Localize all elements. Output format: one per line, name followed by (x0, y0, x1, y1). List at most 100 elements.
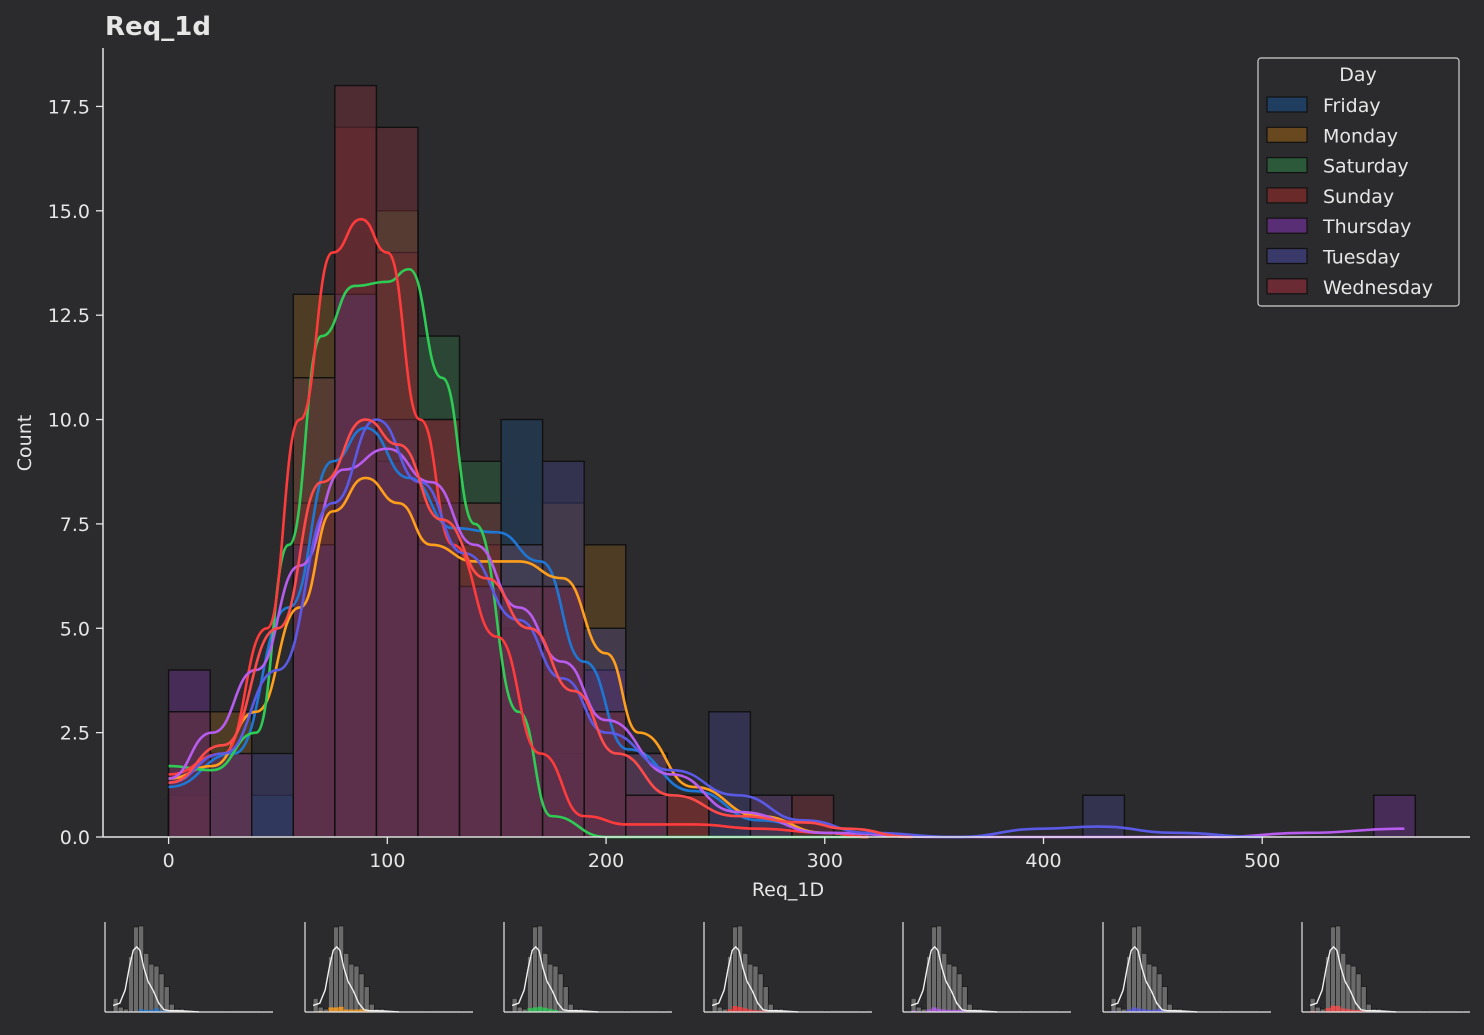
thumb-highlight-bar (138, 1009, 144, 1012)
thumb-highlight-bar (148, 1009, 154, 1012)
thumbnail-sunday (702, 922, 872, 1013)
legend-swatch-saturday (1266, 157, 1308, 174)
thumb-bar (1350, 965, 1357, 1013)
thumb-bar (1135, 925, 1142, 1013)
thumb-highlight-bar (358, 1009, 364, 1012)
thumb-highlight-bar (726, 1009, 732, 1012)
thumb-bar (516, 1006, 523, 1013)
thumb-highlight-bar (552, 1009, 559, 1012)
thumb-kde-line (112, 945, 200, 1013)
histogram-chart: Req_1d 0 100 200 300 400 500 0.0 2.5 5.0 7.5 10.0 1… (14, 12, 1470, 901)
thumb-highlight-bar (1141, 1009, 1147, 1012)
thumb-highlight-bar (1345, 1009, 1351, 1012)
thumb-highlight-bar (1136, 1008, 1142, 1012)
thumb-highlight-bar (962, 1010, 968, 1012)
thumbnail-thursday (902, 922, 1071, 1013)
thumb-bar (532, 926, 538, 1013)
thumb-highlight-bar (752, 1010, 758, 1012)
legend-label: Saturday (1323, 156, 1409, 178)
legend-swatch-thursday (1266, 217, 1308, 234)
thumb-bar (117, 1006, 124, 1013)
thumb-bar (1151, 965, 1157, 1013)
thumb-kde-line (1110, 945, 1197, 1013)
thumb-bar (736, 925, 743, 1013)
bar-tuesday (1082, 794, 1126, 838)
thumb-bar (138, 925, 145, 1013)
thumb-highlight-bar (1146, 1009, 1152, 1012)
thumb-kde-line (1309, 945, 1397, 1013)
thumb-bar (1115, 1006, 1122, 1013)
legend-title: Day (1339, 64, 1377, 86)
thumb-bar (562, 986, 569, 1013)
chart-title: Req_1d (105, 12, 211, 42)
thumb-highlight-bar (159, 1010, 165, 1012)
thumb-highlight-bar (1330, 1005, 1336, 1012)
thumb-bar (327, 955, 334, 1013)
thumb-bar (337, 925, 344, 1013)
thumbnail-tuesday (1101, 922, 1271, 1013)
thumb-bar (731, 926, 738, 1013)
kde-line-sunday (168, 217, 869, 839)
legend-label: Monday (1323, 125, 1398, 147)
thumb-highlight-bar (1156, 1008, 1162, 1012)
thumb-bar (363, 986, 370, 1013)
thumb-highlight-bar (936, 1008, 942, 1012)
thumb-highlight-bar (143, 1009, 149, 1012)
thumb-highlight-bar (332, 1007, 339, 1012)
thumb-highlight-bar (527, 1008, 533, 1012)
legend-swatch-wednesday (1266, 278, 1308, 295)
thumb-bar (353, 965, 359, 1013)
thumb-highlight-bar (957, 1009, 963, 1012)
x-tick-label: 500 (1244, 850, 1280, 872)
thumb-bar (1314, 1006, 1321, 1013)
thumb-highlight-bar (757, 1010, 763, 1012)
x-tick-label: 400 (1025, 850, 1061, 872)
bar-wednesday (666, 794, 710, 838)
y-axis-label: Count (14, 415, 36, 471)
thumb-bar (1130, 926, 1137, 1013)
thumb-bar (926, 955, 932, 1013)
bar-wednesday (625, 794, 668, 838)
thumbnail-saturday (503, 922, 672, 1013)
thumb-highlight-bar (1325, 1008, 1331, 1012)
thumb-highlight-bar (911, 1010, 917, 1012)
thumb-bar (1335, 925, 1342, 1013)
thumb-bar (931, 926, 937, 1013)
thumb-bar (552, 965, 559, 1013)
thumb-highlight-bar (931, 1007, 937, 1012)
thumb-bar (153, 965, 160, 1013)
thumb-highlight-bar (1356, 1009, 1362, 1012)
thumb-highlight-bar (941, 1009, 947, 1012)
y-tick-label: 0.0 (60, 827, 90, 849)
thumb-kde-line (312, 945, 399, 1013)
thumb-highlight-bar (1130, 1007, 1137, 1012)
legend-label: Friday (1323, 95, 1381, 117)
thumb-highlight-bar (1350, 1009, 1357, 1012)
thumb-highlight-bar (542, 1007, 548, 1012)
y-tick-label: 7.5 (60, 514, 90, 536)
x-tick-label: 200 (588, 850, 624, 872)
x-tick-label: 0 (163, 850, 175, 872)
legend-label: Sunday (1323, 186, 1394, 208)
thumb-bar (915, 1006, 922, 1013)
thumb-highlight-bar (946, 1009, 952, 1012)
thumb-highlight-bar (1335, 1006, 1341, 1012)
thumb-bar (133, 926, 139, 1013)
bar-wednesday (375, 126, 419, 838)
thumb-highlight-bar (1151, 1009, 1157, 1012)
y-tick-label: 5.0 (60, 618, 90, 640)
x-axis-label: Req_1D (752, 879, 824, 901)
thumb-bar (1360, 986, 1367, 1013)
thumb-highlight-bar (353, 1009, 359, 1012)
thumb-bar (936, 925, 943, 1013)
thumb-bar (537, 925, 544, 1013)
legend-swatch-tuesday (1266, 247, 1308, 265)
thumb-bar (716, 1006, 723, 1013)
x-tick-label: 300 (807, 850, 843, 872)
thumb-highlight-bar (926, 1009, 932, 1012)
thumb-bar (163, 986, 170, 1013)
thumb-highlight-bar (343, 1009, 349, 1012)
legend-label: Tuesday (1322, 247, 1400, 269)
legend-swatch-monday (1266, 126, 1308, 143)
thumb-kde-line (910, 945, 998, 1013)
